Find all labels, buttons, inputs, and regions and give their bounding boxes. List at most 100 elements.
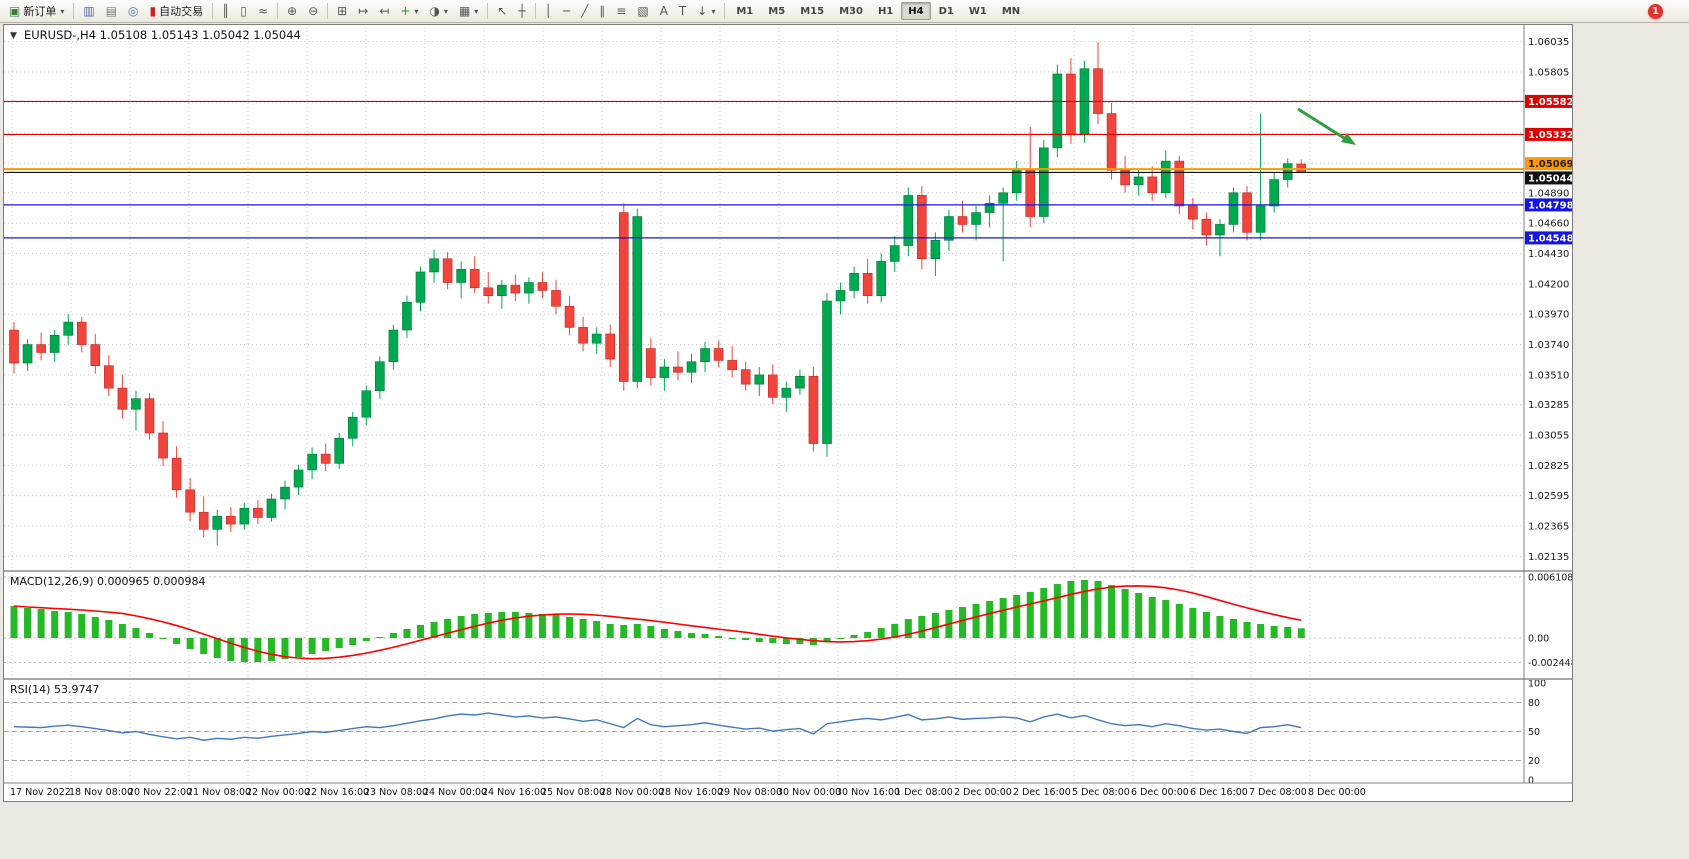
macd-histogram-bar bbox=[1080, 580, 1088, 638]
time-axis-label: 25 Nov 08:00 bbox=[541, 787, 605, 798]
bar-chart-type-button[interactable]: ║ bbox=[217, 2, 234, 21]
tile-windows-icon: ⊞ bbox=[337, 4, 348, 18]
candle bbox=[944, 216, 954, 241]
zoom-out-button[interactable]: ⊖ bbox=[303, 2, 323, 21]
candle bbox=[9, 329, 19, 364]
horizontal-line-button[interactable]: ─ bbox=[558, 2, 575, 21]
periods-button[interactable]: ◑ ▾ bbox=[424, 2, 453, 21]
timeframe-button-w1[interactable]: W1 bbox=[968, 5, 987, 17]
cursor-button[interactable]: ↖ bbox=[492, 2, 512, 21]
candle bbox=[22, 344, 33, 364]
shapes-button[interactable]: ▧ bbox=[632, 2, 653, 21]
trendline-button[interactable]: ╱ bbox=[576, 2, 593, 21]
one-click-trading-toggle[interactable]: ▼ bbox=[10, 31, 17, 41]
candle bbox=[469, 269, 480, 289]
horizontal-line-icon: ─ bbox=[562, 4, 571, 18]
candle bbox=[822, 300, 832, 444]
arrows-tool-button[interactable]: ↓ ▾ bbox=[692, 2, 720, 21]
channel-icon: ∥ bbox=[599, 4, 606, 18]
timeframe-button-h1[interactable]: H1 bbox=[877, 5, 894, 17]
crosshair-button[interactable]: ┼ bbox=[513, 2, 530, 21]
price-axis-label: 1.03510 bbox=[1528, 370, 1569, 381]
text-icon: A bbox=[659, 4, 668, 18]
macd-histogram-bar bbox=[593, 621, 601, 638]
chart-window: 17 Nov 2022 18 Nov 08:00 20 Nov 22:00 21 No… bbox=[3, 24, 1577, 802]
timeframe-button-mn[interactable]: MN bbox=[1001, 5, 1021, 17]
toolbar-separator bbox=[327, 3, 329, 19]
price-axis-label: 1.05805 bbox=[1528, 67, 1569, 78]
candle bbox=[767, 374, 778, 398]
price-axis-label: 1.03055 bbox=[1528, 430, 1569, 441]
candle bbox=[551, 290, 561, 307]
macd-histogram-bar bbox=[660, 629, 668, 638]
candle bbox=[1255, 205, 1266, 233]
timeframe-button-m1[interactable]: M1 bbox=[736, 5, 754, 17]
pane-separator[interactable] bbox=[4, 570, 1572, 572]
navigator-button[interactable]: ◎ bbox=[123, 2, 143, 21]
candle bbox=[198, 511, 209, 530]
timeframe-button-m15[interactable]: M15 bbox=[800, 5, 825, 17]
macd-histogram-bar bbox=[78, 614, 86, 638]
macd-histogram-bar bbox=[1013, 595, 1021, 638]
chart-shift-button[interactable]: ↤ bbox=[374, 2, 394, 21]
trend-arrow-annotation[interactable] bbox=[1297, 107, 1345, 140]
candle bbox=[659, 366, 670, 378]
candle bbox=[1066, 73, 1076, 135]
market-watch-icon: ▥ bbox=[83, 4, 95, 18]
fibonacci-button[interactable]: ≡ bbox=[611, 2, 631, 21]
candle bbox=[564, 305, 575, 328]
macd-histogram-bar bbox=[566, 617, 574, 638]
vertical-line-button[interactable]: │ bbox=[540, 2, 557, 21]
macd-histogram-bar bbox=[633, 624, 641, 638]
candle bbox=[293, 469, 304, 488]
zoom-in-button[interactable]: ⊕ bbox=[282, 2, 302, 21]
candle bbox=[781, 387, 792, 398]
autotrade-button[interactable]: ▮ 自动交易 bbox=[145, 2, 209, 21]
timeframe-button-m5[interactable]: M5 bbox=[768, 5, 786, 17]
new-order-icon: ▣ bbox=[9, 4, 21, 18]
data-window-button[interactable]: ▤ bbox=[101, 2, 122, 21]
candlestick-chart-type-button[interactable]: ▯ bbox=[235, 2, 252, 21]
candle bbox=[1147, 176, 1157, 194]
new-order-button-label: 新订单 bbox=[23, 5, 57, 18]
macd-histogram-bar bbox=[972, 604, 980, 638]
price-axis-label: 1.04890 bbox=[1528, 188, 1569, 199]
candle bbox=[320, 453, 331, 464]
macd-histogram-bar bbox=[37, 609, 45, 638]
macd-histogram-bar bbox=[159, 638, 167, 639]
macd-histogram-bar bbox=[782, 638, 790, 644]
macd-histogram-bar bbox=[91, 617, 99, 638]
macd-histogram-bar bbox=[701, 634, 709, 638]
text-button[interactable]: A bbox=[655, 2, 673, 21]
macd-histogram-bar bbox=[376, 637, 384, 638]
timeframe-button-h4[interactable]: H4 bbox=[901, 2, 931, 20]
templates-button[interactable]: ▦ ▾ bbox=[454, 2, 483, 21]
tile-windows-button[interactable]: ⊞ bbox=[332, 2, 352, 21]
equidistant-channel-button[interactable]: ∥ bbox=[594, 2, 610, 21]
macd-histogram-bar bbox=[227, 638, 235, 661]
indicators-button[interactable]: + ▾ bbox=[395, 2, 423, 21]
time-axis-label: 22 Nov 16:00 bbox=[305, 787, 369, 798]
time-axis-label: 23 Nov 08:00 bbox=[364, 787, 428, 798]
rsi-indicator-label: RSI(14) 53.9747 bbox=[10, 683, 99, 696]
data-window-icon: ▤ bbox=[105, 4, 118, 18]
trend-arrow-head bbox=[1341, 133, 1356, 145]
chart-title: EURUSD-,H4 1.05108 1.05143 1.05042 1.050… bbox=[24, 28, 301, 42]
auto-scroll-button[interactable]: ↦ bbox=[353, 2, 373, 21]
new-order-button[interactable]: ▣ 新订单 ▾ bbox=[4, 2, 69, 21]
market-watch-button[interactable]: ▥ bbox=[78, 2, 99, 21]
toolbar-separator bbox=[487, 3, 489, 19]
candle bbox=[849, 272, 859, 291]
candle bbox=[280, 486, 290, 500]
macd-histogram-bar bbox=[999, 598, 1007, 638]
timeframe-button-m30[interactable]: M30 bbox=[839, 5, 863, 17]
pane-separator[interactable] bbox=[4, 678, 1572, 680]
notification-badge[interactable]: 1 bbox=[1648, 4, 1663, 19]
timeframe-button-d1[interactable]: D1 bbox=[938, 5, 954, 17]
text-label-button[interactable]: T bbox=[674, 2, 691, 21]
line-chart-type-button[interactable]: ≈ bbox=[253, 2, 273, 21]
macd-histogram-bar bbox=[823, 638, 831, 642]
macd-histogram-bar bbox=[1162, 600, 1170, 638]
candle bbox=[388, 329, 399, 363]
